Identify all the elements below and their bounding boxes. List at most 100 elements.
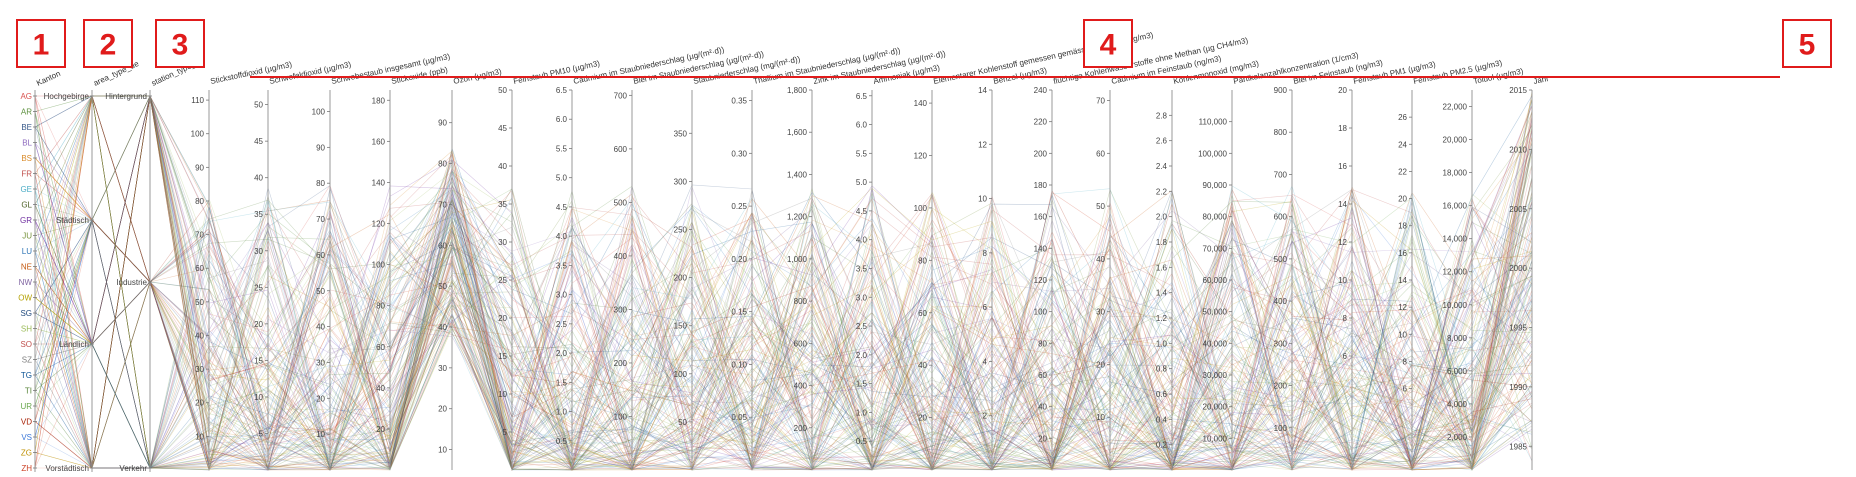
- data-polyline: [34, 95, 1533, 471]
- tick-label: 40: [254, 174, 263, 183]
- tick-label: 0.25: [731, 202, 747, 211]
- axis-area-type-de[interactable]: area_type_deHochgebirgeStädtischLändlich…: [44, 59, 141, 473]
- tick-label: 50: [316, 287, 325, 296]
- tick-label: 2.5: [556, 320, 568, 329]
- tick-label: 10: [498, 390, 507, 399]
- tick-label: 60: [376, 343, 385, 352]
- data-polyline: [34, 171, 1533, 471]
- data-polyline: [34, 95, 1533, 471]
- tick-label: 70: [195, 231, 204, 240]
- data-polyline: [34, 189, 1533, 471]
- tick-label: 120: [1034, 276, 1048, 285]
- category-label: JU: [22, 232, 32, 241]
- tick-label: 4.0: [856, 236, 868, 245]
- tick-label: 10,000: [1443, 301, 1468, 310]
- data-polyline: [34, 94, 1533, 471]
- data-polyline: [34, 183, 1533, 471]
- tick-label: 0.5: [556, 437, 568, 446]
- data-polyline: [34, 157, 1533, 471]
- tick-label: 18,000: [1443, 169, 1468, 178]
- tick-label: 300: [674, 177, 688, 186]
- tick-label: 6.5: [856, 92, 868, 101]
- data-polyline: [34, 95, 1533, 471]
- tick-label: 70,000: [1203, 244, 1228, 253]
- data-polyline: [34, 95, 1533, 471]
- category-label: FR: [21, 170, 32, 179]
- category-label: ZH: [21, 464, 32, 473]
- tick-label: 0.8: [1156, 365, 1168, 374]
- tick-label: 60: [316, 251, 325, 260]
- data-polyline: [34, 203, 1533, 471]
- tick-label: 40,000: [1203, 339, 1228, 348]
- tick-label: 1,800: [787, 86, 808, 95]
- tick-label: 12: [978, 140, 987, 149]
- data-polyline: [34, 219, 1533, 470]
- tick-label: 40: [438, 323, 447, 332]
- tick-label: 140: [372, 178, 386, 187]
- tick-label: 90,000: [1203, 181, 1228, 190]
- data-polyline: [34, 95, 1533, 471]
- tick-label: 14: [978, 86, 987, 95]
- tick-label: 200: [1274, 382, 1288, 391]
- tick-label: 16: [1398, 249, 1407, 258]
- data-polyline: [35, 95, 1533, 470]
- annotation-markers: 1 2 3 4 5: [16, 19, 1832, 78]
- tick-label: 180: [1034, 181, 1048, 190]
- category-label: TG: [21, 371, 32, 380]
- data-polyline: [34, 95, 1533, 471]
- data-polyline: [34, 95, 1533, 471]
- tick-label: 14: [1398, 276, 1407, 285]
- data-polyline: [34, 92, 1533, 471]
- data-polyline: [34, 180, 1533, 471]
- data-polyline: [34, 185, 1533, 471]
- data-polyline: [34, 170, 1533, 471]
- axis-numeric[interactable]: Ammoniak (µg/m3)0.51.01.52.02.53.03.54.0…: [856, 63, 941, 470]
- data-polyline: [34, 123, 1533, 471]
- tick-label: 5: [503, 428, 508, 437]
- category-label: GR: [20, 216, 32, 225]
- tick-label: 100: [914, 204, 928, 213]
- category-label: LU: [22, 247, 32, 256]
- data-polyline: [34, 95, 1533, 471]
- marker-box: [1782, 19, 1832, 68]
- tick-label: 1.0: [856, 408, 868, 417]
- tick-label: 140: [914, 99, 928, 108]
- data-polyline: [34, 124, 1533, 470]
- tick-label: 40: [195, 331, 204, 340]
- category-label: Verkehr: [119, 464, 147, 473]
- data-polyline: [34, 95, 1533, 470]
- tick-label: 10: [1338, 276, 1347, 285]
- data-polyline: [34, 126, 1533, 472]
- data-polyline: [34, 95, 1533, 471]
- data-polyline: [34, 98, 1533, 471]
- tick-label: 1.0: [556, 408, 568, 417]
- category-label: AG: [20, 92, 32, 101]
- tick-label: 14,000: [1443, 235, 1468, 244]
- category-label: BL: [22, 139, 32, 148]
- tick-label: 16,000: [1443, 202, 1468, 211]
- data-polyline: [35, 95, 1533, 471]
- tick-label: 30,000: [1203, 371, 1228, 380]
- axis-numeric[interactable]: Jahr 1985 1990 1995 2000 2005 2010 2015: [1509, 74, 1550, 470]
- tick-label: 40: [918, 361, 927, 370]
- data-polyline: [35, 201, 1533, 470]
- category-label: NE: [21, 263, 32, 272]
- data-polyline: [34, 198, 1533, 472]
- data-polyline: [34, 95, 1533, 471]
- data-polyline: [34, 154, 1533, 471]
- data-polyline: [34, 95, 1533, 471]
- data-polyline: [34, 95, 1533, 471]
- data-polyline: [34, 95, 1533, 471]
- tick-label: 2: [983, 412, 988, 421]
- category-label: SG: [20, 309, 32, 318]
- data-polyline: [34, 95, 1533, 469]
- tick-label: 10: [316, 430, 325, 439]
- data-polyline: [34, 95, 1533, 471]
- tick-label: 800: [794, 297, 808, 306]
- tick-label: 10: [1398, 330, 1407, 339]
- tick-label: 2.8: [1156, 111, 1168, 120]
- category-label: UR: [20, 402, 32, 411]
- data-polyline: [34, 173, 1533, 471]
